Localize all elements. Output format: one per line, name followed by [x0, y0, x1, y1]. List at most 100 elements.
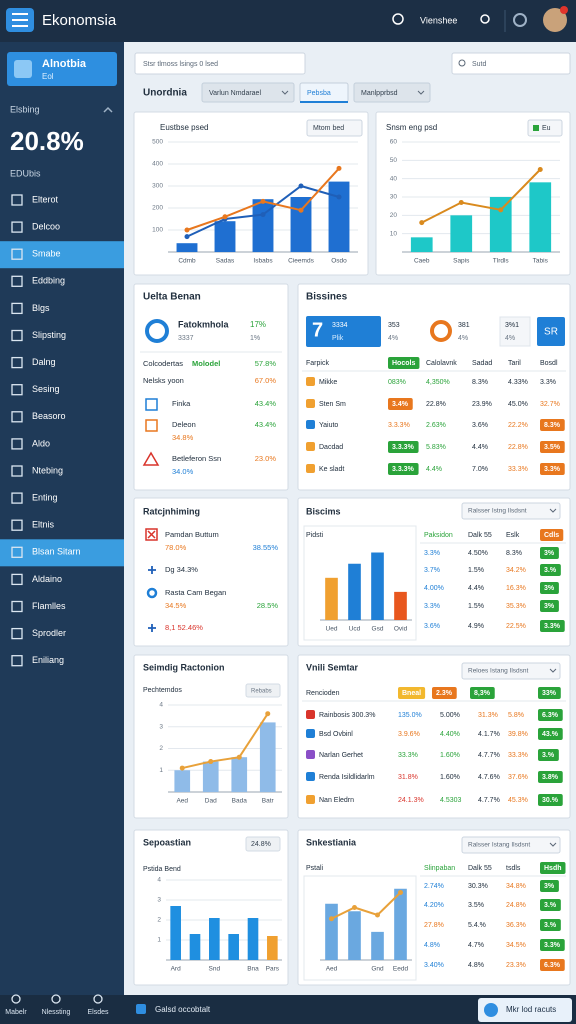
search-input[interactable] [451, 52, 571, 75]
menu-item[interactable]: Aldo [32, 438, 50, 448]
item-label: Finka [172, 399, 191, 408]
cell: Sadad [472, 360, 492, 367]
chart-button[interactable] [245, 683, 281, 698]
y-tick-label: 2 [157, 917, 161, 924]
menu-item[interactable]: Sesing [32, 384, 60, 394]
menu-item[interactable]: Blsan Sitarn [32, 547, 81, 557]
tag [245, 836, 281, 852]
tab[interactable] [353, 82, 431, 103]
menu-item[interactable]: Flamlles [32, 601, 66, 611]
bar [174, 770, 191, 792]
dropdown-label: Reloes Istang Ilsdsnt [468, 668, 529, 675]
chip-label: 3% [544, 883, 555, 890]
row-icon [306, 464, 315, 473]
action-button[interactable] [478, 998, 572, 1022]
avatar[interactable] [543, 8, 567, 32]
link-icon[interactable] [480, 14, 490, 24]
metric-pct: 1% [250, 335, 260, 342]
search-icon[interactable] [392, 13, 404, 25]
nav-item[interactable]: Mabelr [5, 1009, 27, 1016]
settings-icon[interactable] [513, 13, 527, 27]
chip-label: Hocols [392, 360, 415, 367]
cell: 5.4.% [468, 922, 486, 929]
line-point [265, 711, 271, 717]
menu-item[interactable]: Enting [32, 492, 58, 502]
sidebar-card[interactable] [7, 52, 117, 86]
item-label: Pamdan Buttum [165, 530, 219, 539]
menu-item[interactable]: Dalng [32, 357, 56, 367]
item-icon [142, 451, 160, 466]
menu-item[interactable]: Blgs [32, 303, 50, 313]
cell: 23.3% [506, 962, 526, 969]
kpi-value: 353 [388, 322, 400, 329]
cell: 45.3% [508, 797, 528, 804]
menu-item[interactable]: Eniliang [32, 655, 64, 665]
y-tick-label: 30 [390, 194, 398, 201]
tab[interactable] [201, 82, 295, 103]
cell: 34.2% [506, 567, 526, 574]
cell: 3.5% [468, 902, 484, 909]
x-tick-label: Tlrdls [493, 258, 510, 265]
row-icon [306, 710, 315, 719]
dropdown[interactable] [461, 836, 561, 854]
button-label: Rebabs [251, 689, 272, 695]
line-point [537, 167, 543, 172]
menu-active[interactable] [0, 241, 124, 269]
chart-button[interactable] [527, 119, 563, 137]
chip [538, 794, 563, 806]
cell: 27.8% [424, 922, 444, 929]
chip [540, 959, 565, 971]
cell: 4,350% [426, 379, 450, 386]
menu-item[interactable]: Delcoo [32, 221, 60, 231]
bar [325, 577, 338, 620]
menu-item[interactable]: Beasoro [32, 411, 66, 421]
dropdown[interactable] [461, 662, 561, 680]
chip-label: 3.3.3% [392, 444, 415, 451]
cell: 5.8% [508, 712, 524, 719]
chip [540, 880, 559, 892]
menu-icon [11, 627, 23, 640]
chip [540, 919, 561, 931]
line-point [498, 207, 504, 213]
menu-item[interactable]: Eltnis [32, 520, 55, 530]
chip-label: 3.% [544, 922, 557, 929]
dropdown[interactable] [461, 502, 561, 520]
menu-item[interactable]: Ntebing [32, 465, 63, 475]
menu-item[interactable]: Eddbing [32, 276, 65, 286]
nav-item[interactable]: Nlessting [42, 1009, 71, 1016]
menu-item[interactable]: Aldaino [32, 574, 62, 584]
button-icon [533, 125, 539, 131]
kpi-card[interactable] [537, 317, 565, 346]
menu-item[interactable]: Elterot [32, 194, 59, 204]
chart-title: Snsm eng psd [386, 123, 437, 132]
bar [170, 906, 181, 960]
menu-icon [11, 248, 23, 260]
menu-icon [11, 546, 23, 558]
kpi-big: 7 [312, 319, 323, 341]
chart-button[interactable] [306, 119, 363, 137]
nav-item[interactable]: Elsdes [87, 1009, 109, 1016]
menu-item[interactable]: Slipsting [32, 330, 66, 340]
kpi-card[interactable] [306, 316, 381, 347]
line-point [298, 183, 304, 189]
cell: 4.8% [468, 962, 484, 969]
menu-item[interactable]: Smabe [32, 249, 61, 259]
bar [228, 934, 239, 960]
card-icon [14, 60, 32, 78]
line-point [184, 234, 190, 240]
x-tick-label: Osdo [331, 258, 347, 265]
line-point [329, 916, 334, 922]
tab[interactable]: Unordnia [143, 88, 187, 99]
panel-title: Biscims [306, 506, 341, 516]
search-input[interactable] [134, 52, 306, 75]
menu-item[interactable]: Sprodler [32, 628, 66, 638]
chip-label: 43.% [542, 731, 559, 738]
item-label: Rasta Cam Began [165, 588, 226, 597]
y-tick-label: 400 [152, 161, 163, 168]
kpi-label: 4% [458, 335, 468, 342]
chip-label: 30.% [542, 797, 559, 804]
cell: Dalk 55 [468, 865, 492, 872]
menu-active[interactable] [0, 539, 124, 567]
chip-label: 3.% [544, 567, 557, 574]
search-icon [458, 59, 466, 67]
